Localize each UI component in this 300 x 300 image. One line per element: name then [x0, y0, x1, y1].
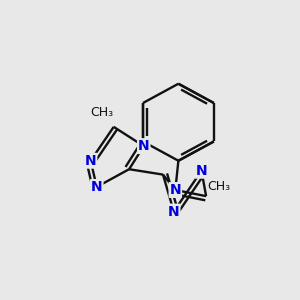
Text: N: N	[169, 183, 181, 197]
Text: N: N	[91, 180, 103, 194]
Text: N: N	[85, 154, 96, 168]
Text: N: N	[168, 205, 180, 219]
Text: CH₃: CH₃	[91, 106, 114, 119]
Text: N: N	[196, 164, 207, 178]
Text: CH₃: CH₃	[208, 180, 231, 193]
Text: N: N	[138, 139, 150, 153]
